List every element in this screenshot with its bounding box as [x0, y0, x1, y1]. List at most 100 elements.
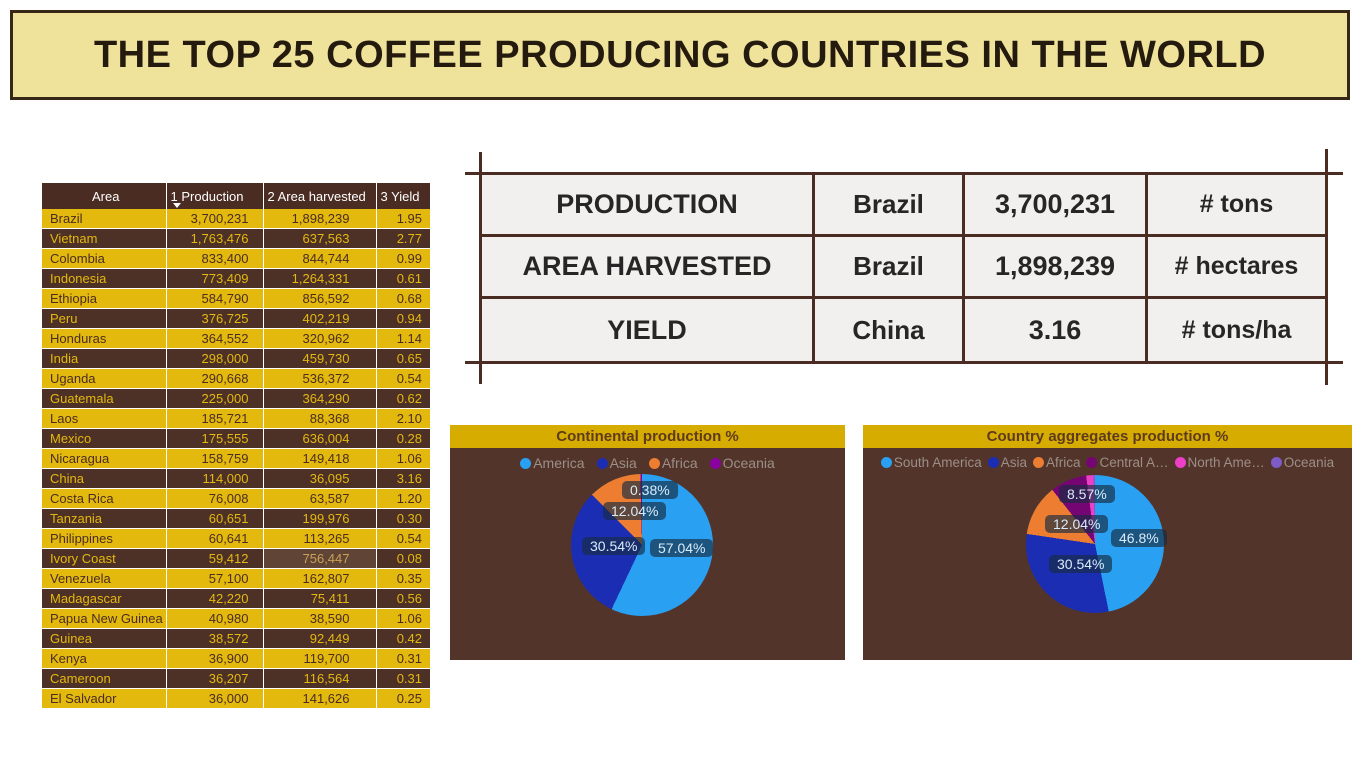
table-cell[interactable]: 158,759	[165, 448, 263, 469]
table-cell[interactable]: 116,564	[262, 668, 376, 689]
table-cell[interactable]: 1.06	[375, 608, 430, 629]
table-cell[interactable]: 298,000	[165, 348, 263, 369]
table-row[interactable]: Guatemala 225,000 364,290 0.62	[42, 388, 430, 409]
table-cell[interactable]: 844,744	[262, 248, 376, 269]
table-cell[interactable]: 1.06	[375, 448, 430, 469]
table-cell[interactable]: 364,552	[165, 328, 263, 349]
table-cell[interactable]: 40,980	[165, 608, 263, 629]
table-cell[interactable]: Mexico	[42, 428, 166, 449]
table-cell[interactable]: 3.16	[375, 468, 430, 489]
table-cell[interactable]: 2.77	[375, 228, 430, 249]
table-cell[interactable]: 2.10	[375, 408, 430, 429]
column-header-area[interactable]: Area	[42, 183, 166, 209]
table-cell[interactable]: 36,207	[165, 668, 263, 689]
table-cell[interactable]: Kenya	[42, 648, 166, 669]
table-cell[interactable]: Ethiopia	[42, 288, 166, 309]
table-cell[interactable]: 0.08	[375, 548, 430, 569]
table-cell[interactable]: 57,100	[165, 568, 263, 589]
legend-item[interactable]: South America	[880, 455, 982, 470]
table-cell[interactable]: 114,000	[165, 468, 263, 489]
table-cell[interactable]: 584,790	[165, 288, 263, 309]
table-row[interactable]: Uganda 290,668 536,372 0.54	[42, 368, 430, 389]
table-row[interactable]: Mexico 175,555 636,004 0.28	[42, 428, 430, 449]
table-cell[interactable]: 0.31	[375, 648, 430, 669]
table-cell[interactable]: Venezuela	[42, 568, 166, 589]
table-cell[interactable]: 376,725	[165, 308, 263, 329]
table-cell[interactable]: Honduras	[42, 328, 166, 349]
table-cell[interactable]: Ivory Coast	[42, 548, 166, 569]
table-cell[interactable]: 833,400	[165, 248, 263, 269]
table-cell[interactable]: 536,372	[262, 368, 376, 389]
table-cell[interactable]: 36,095	[262, 468, 376, 489]
table-cell[interactable]: 756,447	[262, 548, 376, 569]
table-cell[interactable]: Uganda	[42, 368, 166, 389]
table-cell[interactable]: 0.25	[375, 688, 430, 709]
table-cell[interactable]: 0.28	[375, 428, 430, 449]
table-cell[interactable]: 1.95	[375, 209, 430, 229]
table-cell[interactable]: Indonesia	[42, 268, 166, 289]
table-cell[interactable]: 290,668	[165, 368, 263, 389]
table-cell[interactable]: 149,418	[262, 448, 376, 469]
legend-item[interactable]: Africa	[648, 455, 698, 471]
table-cell[interactable]: Laos	[42, 408, 166, 429]
table-cell[interactable]: Nicaragua	[42, 448, 166, 469]
legend-item[interactable]: North Ame…	[1174, 455, 1265, 470]
table-row[interactable]: Ivory Coast 59,412 756,447 0.08	[42, 548, 430, 569]
table-cell[interactable]: 0.30	[375, 508, 430, 529]
table-cell[interactable]: 402,219	[262, 308, 376, 329]
table-cell[interactable]: 0.61	[375, 268, 430, 289]
table-cell[interactable]: 75,411	[262, 588, 376, 609]
table-cell[interactable]: Costa Rica	[42, 488, 166, 509]
table-cell[interactable]: 113,265	[262, 528, 376, 549]
table-cell[interactable]: Madagascar	[42, 588, 166, 609]
table-cell[interactable]: 36,900	[165, 648, 263, 669]
column-header-yield[interactable]: 3 Yield	[375, 183, 430, 209]
table-cell[interactable]: 320,962	[262, 328, 376, 349]
table-cell[interactable]: 0.56	[375, 588, 430, 609]
table-row[interactable]: China 114,000 36,095 3.16	[42, 468, 430, 489]
table-cell[interactable]: 88,368	[262, 408, 376, 429]
table-cell[interactable]: 0.42	[375, 628, 430, 649]
table-row[interactable]: Madagascar 42,220 75,411 0.56	[42, 588, 430, 609]
legend-item[interactable]: Oceania	[709, 455, 775, 471]
table-row[interactable]: Nicaragua 158,759 149,418 1.06	[42, 448, 430, 469]
table-cell[interactable]: Brazil	[42, 209, 166, 229]
table-cell[interactable]: 0.62	[375, 388, 430, 409]
table-cell[interactable]: 1.14	[375, 328, 430, 349]
table-cell[interactable]: 36,000	[165, 688, 263, 709]
table-cell[interactable]: Guinea	[42, 628, 166, 649]
legend-item[interactable]: Oceania	[1270, 455, 1334, 470]
table-cell[interactable]: Vietnam	[42, 228, 166, 249]
table-cell[interactable]: 63,587	[262, 488, 376, 509]
table-cell[interactable]: 0.54	[375, 528, 430, 549]
column-header-production[interactable]: 1 Production	[165, 183, 263, 209]
table-cell[interactable]: 1,264,331	[262, 268, 376, 289]
table-cell[interactable]: Guatemala	[42, 388, 166, 409]
table-cell[interactable]: 0.99	[375, 248, 430, 269]
table-row[interactable]: Brazil 3,700,231 1,898,239 1.95	[42, 209, 430, 229]
table-cell[interactable]: Philippines	[42, 528, 166, 549]
table-cell[interactable]: 856,592	[262, 288, 376, 309]
table-cell[interactable]: 59,412	[165, 548, 263, 569]
table-cell[interactable]: 0.54	[375, 368, 430, 389]
column-header-area-harvested[interactable]: 2 Area harvested	[262, 183, 376, 209]
table-row[interactable]: Costa Rica 76,008 63,587 1.20	[42, 488, 430, 509]
table-cell[interactable]: 3,700,231	[165, 209, 263, 229]
table-cell[interactable]: 42,220	[165, 588, 263, 609]
table-row[interactable]: El Salvador 36,000 141,626 0.25	[42, 688, 430, 709]
table-cell[interactable]: 76,008	[165, 488, 263, 509]
table-cell[interactable]: 637,563	[262, 228, 376, 249]
table-cell[interactable]: 199,976	[262, 508, 376, 529]
table-cell[interactable]: El Salvador	[42, 688, 166, 709]
table-cell[interactable]: 0.31	[375, 668, 430, 689]
table-cell[interactable]: 185,721	[165, 408, 263, 429]
table-cell[interactable]: 364,290	[262, 388, 376, 409]
table-cell[interactable]: 38,572	[165, 628, 263, 649]
table-cell[interactable]: 141,626	[262, 688, 376, 709]
table-row[interactable]: Kenya 36,900 119,700 0.31	[42, 648, 430, 669]
table-row[interactable]: Laos 185,721 88,368 2.10	[42, 408, 430, 429]
legend-item[interactable]: Africa	[1032, 455, 1080, 470]
table-cell[interactable]: 0.35	[375, 568, 430, 589]
table-cell[interactable]: 119,700	[262, 648, 376, 669]
table-cell[interactable]: 225,000	[165, 388, 263, 409]
